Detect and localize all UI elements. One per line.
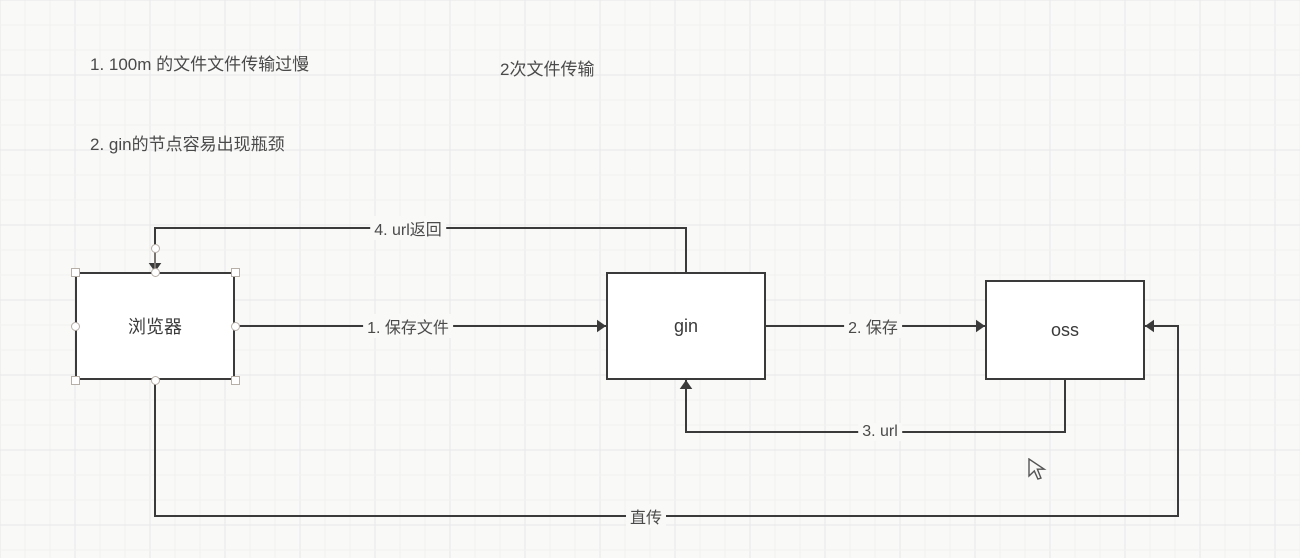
node-label: gin xyxy=(674,316,698,337)
selection-handle[interactable] xyxy=(71,376,80,385)
text-note-note3[interactable]: 2次文件传输 xyxy=(500,55,594,80)
edge-label-e4: 4. url返回 xyxy=(370,216,446,240)
text-note-note2[interactable]: 2. gin的节点容易出现瓶颈 xyxy=(90,130,285,155)
edge-label-e3: 3. url xyxy=(858,423,902,441)
selection-port[interactable] xyxy=(151,268,160,277)
edge-label-text: 4. url返回 xyxy=(374,222,442,239)
selection-handle[interactable] xyxy=(231,268,240,277)
edge-label-text: 直传 xyxy=(630,510,662,527)
selection-handle[interactable] xyxy=(231,376,240,385)
edge-label-e1: 1. 保存文件 xyxy=(363,314,453,338)
node-label: oss xyxy=(1051,320,1079,341)
node-oss[interactable]: oss xyxy=(985,280,1145,380)
edge-label-text: 1. 保存文件 xyxy=(367,320,449,337)
node-label: 浏览器 xyxy=(128,313,182,339)
edge-label-e2: 2. 保存 xyxy=(844,314,902,338)
selection-handle[interactable] xyxy=(71,268,80,277)
selection-port[interactable] xyxy=(151,376,160,385)
edge-label-text: 2. 保存 xyxy=(848,320,898,337)
diagram-canvas[interactable]: 1. 保存文件 2. 保存 3. url 4. url返回直传 浏览器 gin oss 1. … xyxy=(0,0,1300,558)
edge-label-text: 3. url xyxy=(862,423,898,440)
selection-port[interactable] xyxy=(231,322,240,331)
edge-label-e_direct: 直传 xyxy=(626,504,666,528)
rotation-handle[interactable] xyxy=(151,244,160,253)
node-browser[interactable]: 浏览器 xyxy=(75,272,235,380)
text-note-note1[interactable]: 1. 100m 的文件文件传输过慢 xyxy=(90,50,309,75)
cursor-icon xyxy=(1028,458,1050,487)
selection-port[interactable] xyxy=(71,322,80,331)
node-gin[interactable]: gin xyxy=(606,272,766,380)
